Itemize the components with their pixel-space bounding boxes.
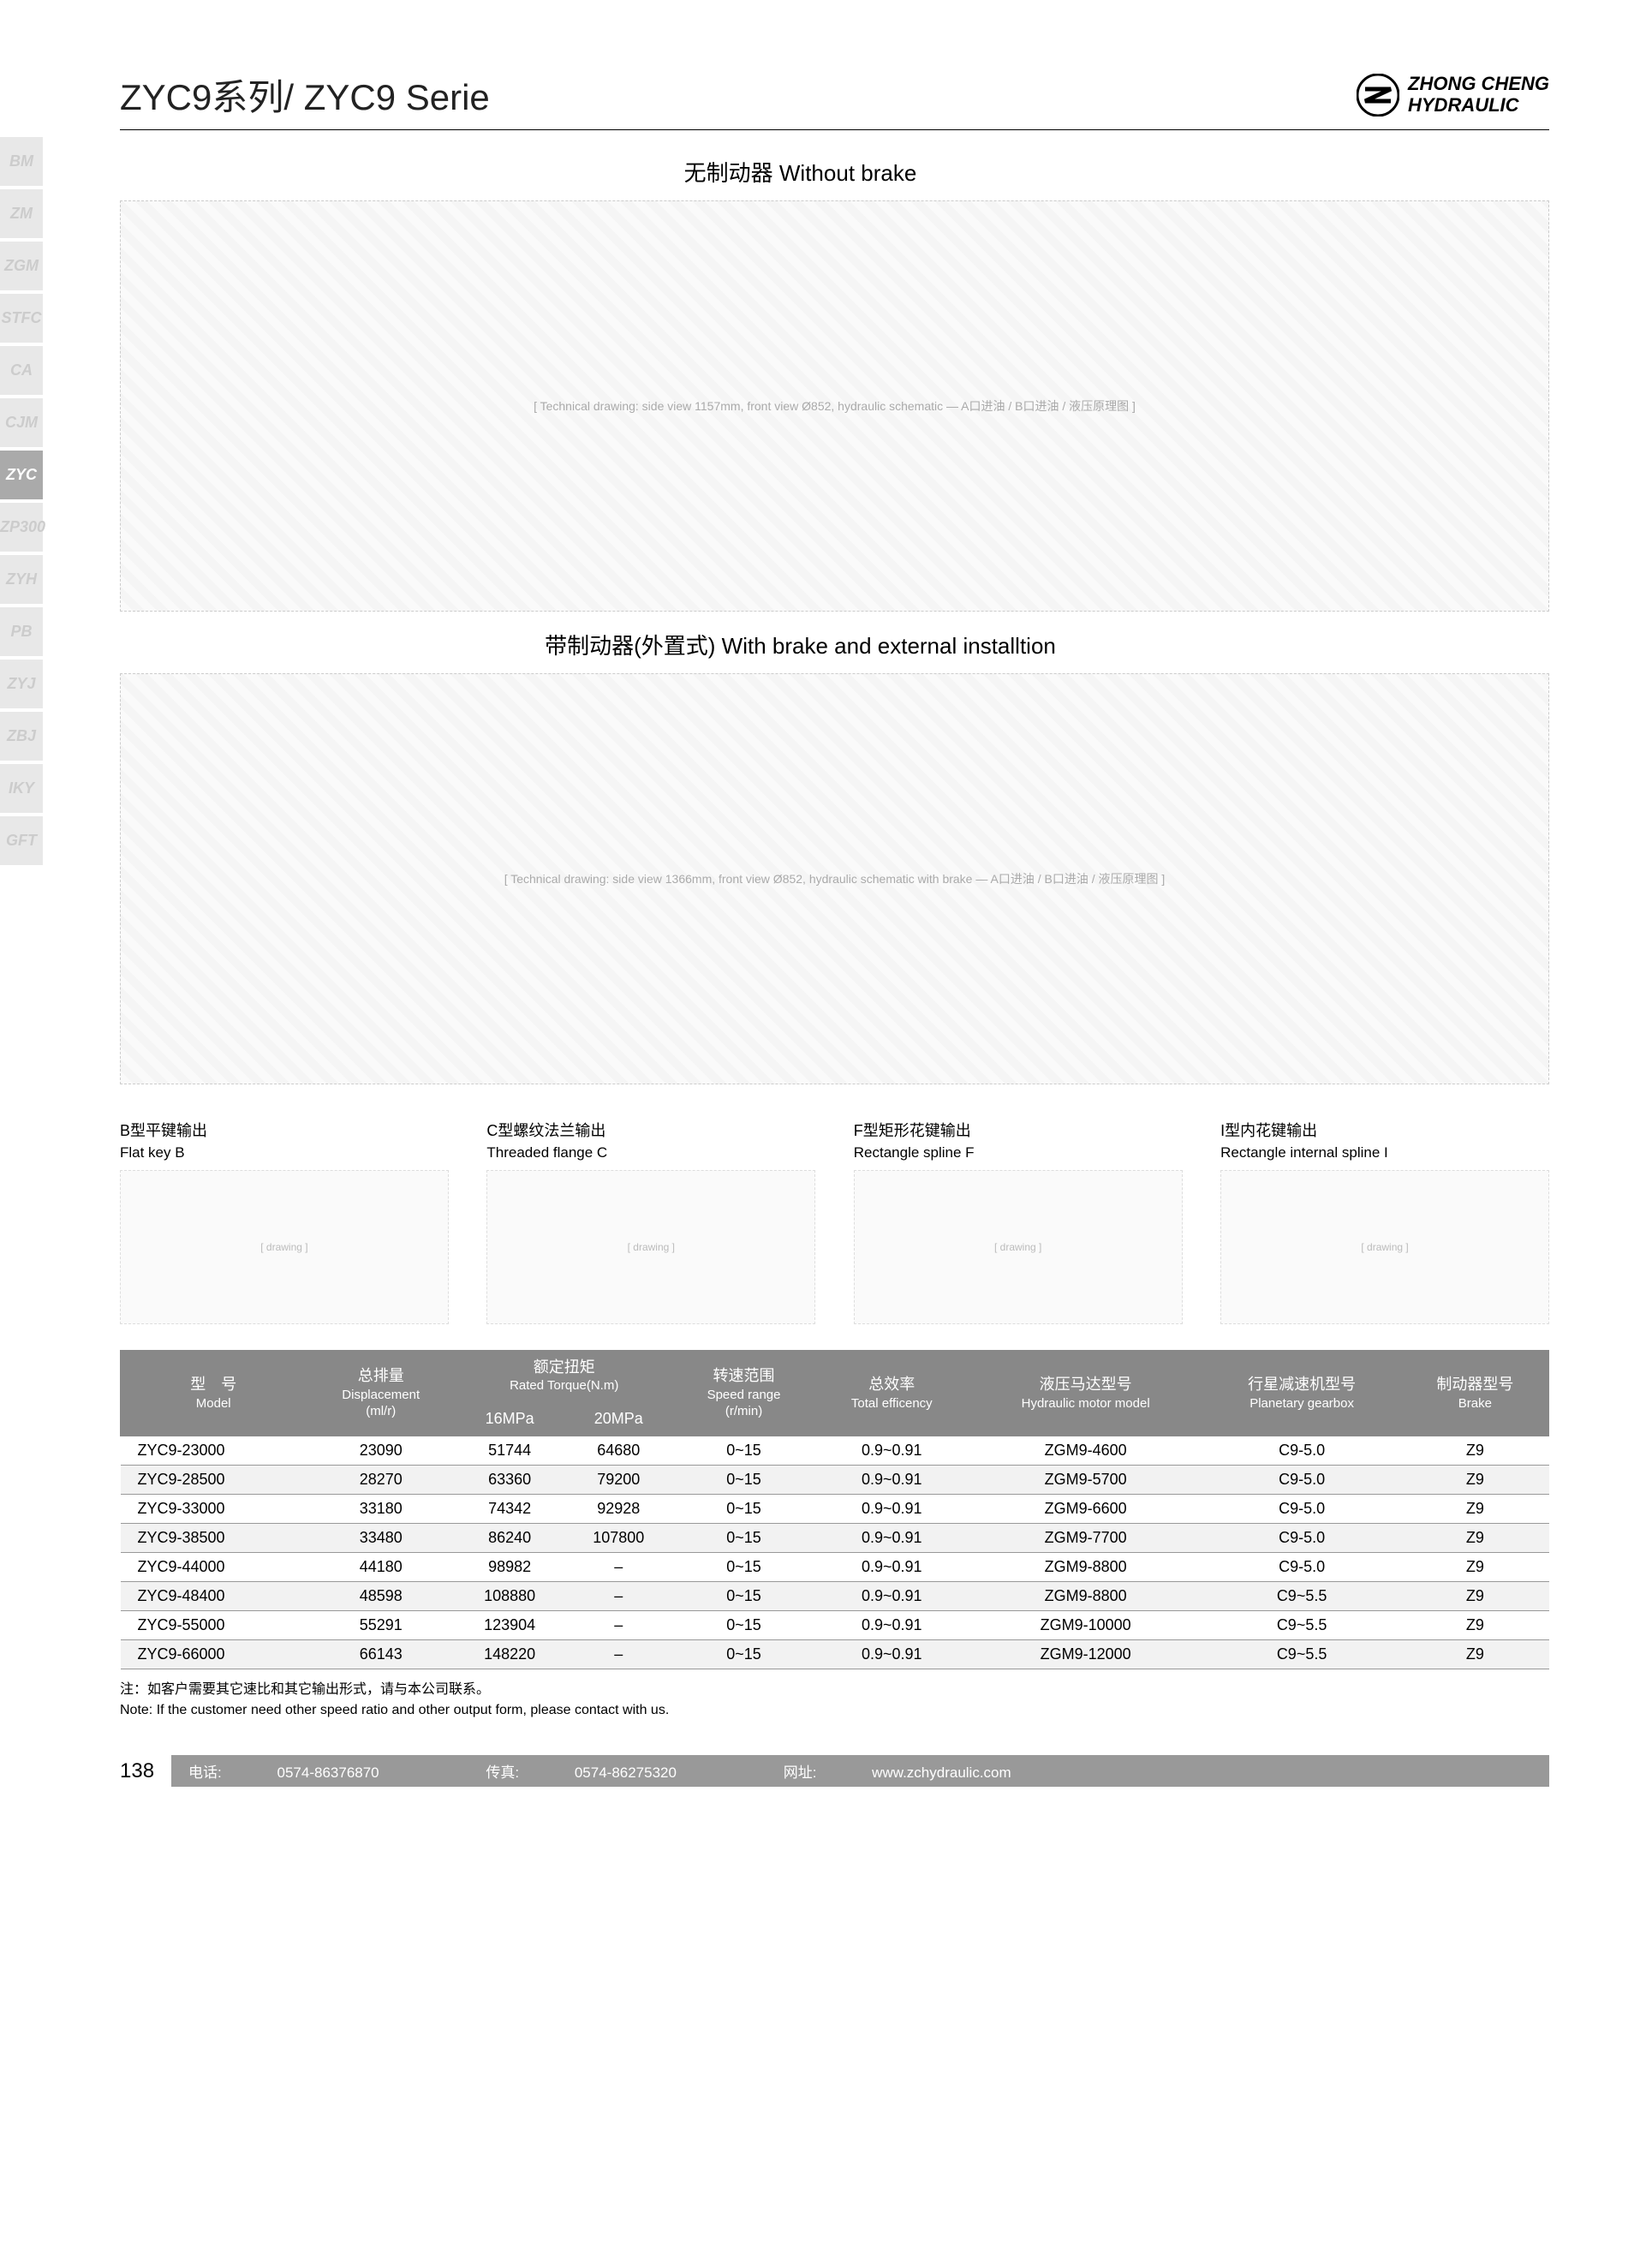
output-types-row: B型平键输出Flat key B[ drawing ]C型螺纹法兰输出Threa… — [120, 1119, 1549, 1324]
brand-line2: HYDRAULIC — [1408, 95, 1549, 116]
page-title: ZYC9系列/ ZYC9 Serie — [120, 69, 490, 121]
sidebar-tab-zm[interactable]: ZM — [0, 189, 43, 238]
table-row: ZYC9-4840048598108880–0~150.9~0.91ZGM9-8… — [121, 1582, 1549, 1611]
sidebar-tab-zbj[interactable]: ZBJ — [0, 712, 43, 761]
sidebar-tab-cjm[interactable]: CJM — [0, 398, 43, 447]
sidebar-tab-iky[interactable]: IKY — [0, 764, 43, 813]
spec-table: 型 号Model 总排量Displacement(ml/r) 额定扭矩Rated… — [120, 1350, 1549, 1669]
table-row: ZYC9-230002309051744646800~150.9~0.91ZGM… — [121, 1436, 1549, 1466]
section-with-brake: 带制动器(外置式) With brake and external instal… — [51, 629, 1549, 660]
output-type-3: I型内花键输出Rectangle internal spline I[ draw… — [1220, 1119, 1549, 1324]
sidebar-tab-zyc[interactable]: ZYC — [0, 451, 43, 499]
sidebar-tab-zyh[interactable]: ZYH — [0, 555, 43, 604]
sidebar-nav: BMZMZGMSTFCCACJMZYCZP300ZYHPBZYJZBJIKYGF… — [0, 137, 43, 865]
page-footer: 138 电话: 0574-86376870 传真: 0574-86275320 … — [120, 1755, 1549, 1787]
section-without-brake: 无制动器 Without brake — [51, 156, 1549, 188]
brand-icon — [1357, 74, 1399, 116]
sidebar-tab-zp300[interactable]: ZP300 — [0, 503, 43, 552]
table-row: ZYC9-3850033480862401078000~150.9~0.91ZG… — [121, 1524, 1549, 1553]
sidebar-tab-ca[interactable]: CA — [0, 346, 43, 395]
sidebar-tab-pb[interactable]: PB — [0, 607, 43, 656]
table-row: ZYC9-330003318074342929280~150.9~0.91ZGM… — [121, 1495, 1549, 1524]
output-type-2: F型矩形花键输出Rectangle spline F[ drawing ] — [854, 1119, 1183, 1324]
page-number: 138 — [120, 1759, 154, 1783]
sidebar-tab-gft[interactable]: GFT — [0, 816, 43, 865]
brand-line1: ZHONG CHENG — [1408, 74, 1549, 94]
footnote: 注：如客户需要其它速比和其它输出形式，请与本公司联系。 Note: If the… — [120, 1680, 1549, 1721]
diagram-with-brake: [ Technical drawing: side view 1366mm, f… — [120, 673, 1549, 1084]
diagram-without-brake: [ Technical drawing: side view 1157mm, f… — [120, 200, 1549, 612]
sidebar-tab-zyj[interactable]: ZYJ — [0, 660, 43, 708]
output-type-1: C型螺纹法兰输出Threaded flange C[ drawing ] — [486, 1119, 815, 1324]
sidebar-tab-zgm[interactable]: ZGM — [0, 242, 43, 290]
table-row: ZYC9-440004418098982–0~150.9~0.91ZGM9-88… — [121, 1553, 1549, 1582]
page-header: ZYC9系列/ ZYC9 Serie ZHONG CHENG HYDRAULIC — [51, 69, 1549, 121]
table-row: ZYC9-6600066143148220–0~150.9~0.91ZGM9-1… — [121, 1640, 1549, 1669]
output-type-0: B型平键输出Flat key B[ drawing ] — [120, 1119, 449, 1324]
table-row: ZYC9-5500055291123904–0~150.9~0.91ZGM9-1… — [121, 1611, 1549, 1640]
table-row: ZYC9-285002827063360792000~150.9~0.91ZGM… — [121, 1466, 1549, 1495]
brand-logo: ZHONG CHENG HYDRAULIC — [1357, 74, 1549, 116]
sidebar-tab-stfc[interactable]: STFC — [0, 294, 43, 343]
sidebar-tab-bm[interactable]: BM — [0, 137, 43, 186]
